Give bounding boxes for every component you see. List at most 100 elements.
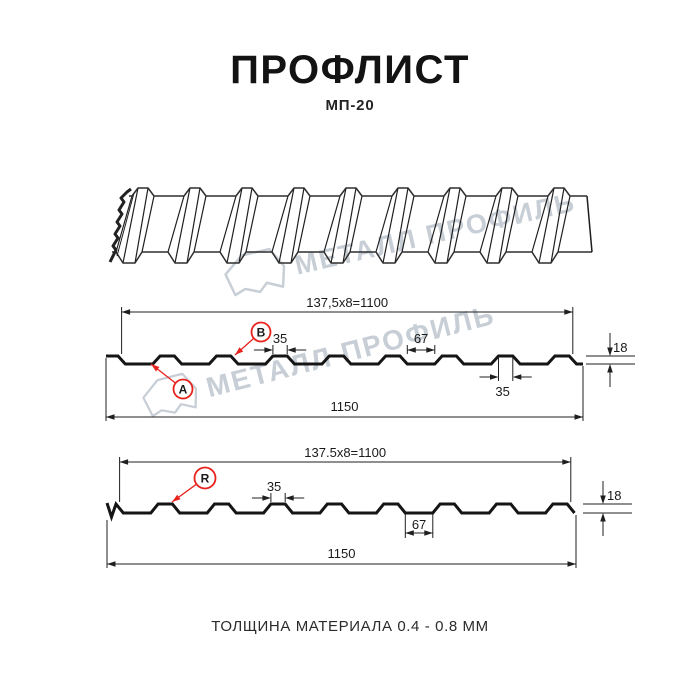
rib-line <box>349 195 363 253</box>
header: ПРОФЛИСТ МП-20 <box>0 48 700 114</box>
dim-rib-top-35: 35 <box>253 331 307 354</box>
profile-outline <box>106 354 583 366</box>
arrowhead <box>490 374 499 380</box>
arrowhead <box>574 414 583 420</box>
rib-line <box>394 187 409 264</box>
sheet-cut-edge-inner <box>116 192 135 257</box>
rib-line <box>245 195 259 253</box>
rib-line <box>330 187 347 264</box>
rib-line <box>446 187 461 264</box>
rib-line <box>434 187 451 264</box>
arrowhead <box>512 374 522 380</box>
dimension-label: 35 <box>273 331 287 346</box>
dimension-label: 18 <box>607 488 621 503</box>
arrowhead <box>405 530 414 536</box>
rib-line <box>278 187 295 264</box>
dim-rib-bottom-35: 35 <box>479 357 532 399</box>
dimension-label: 35 <box>495 384 509 399</box>
arrowhead <box>119 459 129 465</box>
dim-height-18: 18 <box>583 481 632 536</box>
dim-total-width: 1150 <box>106 515 577 568</box>
dimension-label: 1150 <box>331 399 359 414</box>
watermark: МЕТАЛЛ ПРОФИЛЬ <box>220 177 580 306</box>
page-title: ПРОФЛИСТ <box>230 48 470 92</box>
arrowhead <box>600 513 606 522</box>
badge-circle <box>250 321 272 343</box>
rib-line <box>122 187 139 264</box>
arrowhead <box>106 414 115 420</box>
rib-line <box>186 187 201 264</box>
rib-line <box>297 195 311 253</box>
badge-letter: А <box>179 382 188 396</box>
rib-line <box>134 187 149 264</box>
rib-line <box>342 187 357 264</box>
rib-line <box>141 195 155 253</box>
metall-profil-logo-icon <box>142 372 198 418</box>
sheet-back-edge <box>129 187 587 197</box>
badge-circle <box>172 378 194 400</box>
arrowhead <box>562 459 571 465</box>
arrowhead <box>285 495 294 501</box>
badge-letter: R <box>201 471 210 485</box>
badge-circle <box>193 466 217 490</box>
rib-line <box>174 187 191 264</box>
arrowhead <box>151 364 160 372</box>
dimension-label: 18 <box>613 340 627 355</box>
sheet-3d <box>108 187 593 264</box>
dim-pitch: 137.5x8=1100 <box>119 445 572 502</box>
rib-line <box>486 187 503 264</box>
rib-line <box>550 187 565 264</box>
metall-profil-logo-icon <box>224 247 286 297</box>
rib-line <box>193 195 207 253</box>
sheet-right-edge <box>586 195 593 253</box>
rib-line <box>505 195 519 253</box>
rib-line <box>427 195 445 253</box>
dimension-label: 1150 <box>328 546 356 561</box>
arrowhead <box>235 347 244 355</box>
dimension-label: 35 <box>267 479 281 494</box>
arrowhead <box>567 561 576 567</box>
arrowhead <box>407 347 416 353</box>
arrowhead <box>424 530 433 536</box>
label-b-badge: В <box>234 321 272 356</box>
rib-line <box>115 195 133 253</box>
dim-rib-top-35: 35 <box>251 479 305 502</box>
dimension-label: 67 <box>412 517 426 532</box>
arrowhead <box>607 364 613 373</box>
rib-line <box>226 187 243 264</box>
material-thickness-note: ТОЛЩИНА МАТЕРИАЛА 0.4 - 0.8 ММ <box>211 618 489 635</box>
label-a-badge: А <box>150 363 194 400</box>
arrowhead <box>607 347 613 356</box>
rib-line <box>375 195 393 253</box>
rib-line <box>167 195 185 253</box>
page-subtitle: МП-20 <box>325 97 375 114</box>
rib-line <box>479 195 497 253</box>
rib-line <box>382 187 399 264</box>
dimension-label: 137.5x8=1100 <box>304 445 386 460</box>
rib-line <box>401 195 415 253</box>
sheet-front-edge <box>112 251 592 264</box>
arrowhead <box>264 347 273 353</box>
dim-flat-67: 67 <box>404 514 434 538</box>
badge-letter: В <box>257 325 266 339</box>
rib-line <box>531 195 549 253</box>
rib-line <box>557 195 571 253</box>
rib-line <box>238 187 253 264</box>
dimension-label: 137,5x8=1100 <box>306 295 388 310</box>
arrowhead <box>426 347 435 353</box>
rib-line <box>323 195 341 253</box>
arrowhead <box>600 495 606 504</box>
profile-top-view: 137,5x8=1100 35 67 18 35 1150 А В <box>105 295 635 421</box>
dim-flat-67: 67 <box>406 331 436 354</box>
arrowhead <box>107 561 116 567</box>
dim-height-18: 18 <box>586 333 635 387</box>
rib-line <box>538 187 555 264</box>
label-r-badge: R <box>171 466 217 503</box>
arrowhead <box>287 347 296 353</box>
rib-line <box>271 195 289 253</box>
dim-total-width: 1150 <box>105 358 584 421</box>
arrowhead <box>121 309 131 315</box>
rib-line <box>219 195 237 253</box>
